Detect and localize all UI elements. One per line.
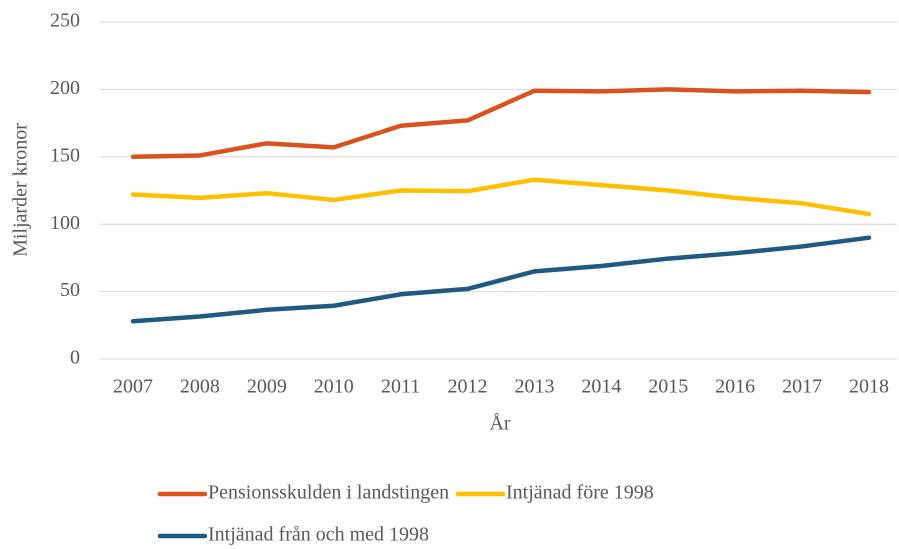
- y-tick-label: 150: [50, 144, 80, 166]
- legend-label: Pensionsskulden i landstingen: [208, 482, 449, 504]
- y-tick-label: 0: [70, 347, 80, 369]
- legend-label: Intjänad från och med 1998: [208, 524, 429, 546]
- x-tick-label: 2012: [448, 376, 488, 398]
- x-tick-label: 2011: [381, 376, 420, 398]
- x-tick-label: 2007: [113, 376, 153, 398]
- x-tick-label: 2010: [314, 376, 354, 398]
- y-tick-label: 250: [50, 10, 80, 32]
- legend-label: Intjänad före 1998: [506, 482, 654, 504]
- x-axis-label: År: [489, 413, 510, 435]
- y-tick-label: 100: [50, 212, 80, 234]
- x-tick-label: 2015: [648, 376, 688, 398]
- x-tick-label: 2008: [180, 376, 220, 398]
- series-line: [130, 177, 872, 217]
- x-tick-label: 2013: [514, 376, 554, 398]
- series-line: [130, 87, 872, 160]
- y-tick-label: 50: [60, 279, 80, 301]
- y-tick-label: 200: [50, 77, 80, 99]
- x-tick-label: 2016: [715, 376, 755, 398]
- series-line: [130, 235, 872, 324]
- x-tick-label: 2009: [247, 376, 287, 398]
- x-tick-label: 2018: [849, 376, 889, 398]
- y-axis-label: Miljarder kronor: [10, 123, 32, 257]
- x-tick-label: 2014: [581, 376, 621, 398]
- x-tick-label: 2017: [782, 376, 822, 398]
